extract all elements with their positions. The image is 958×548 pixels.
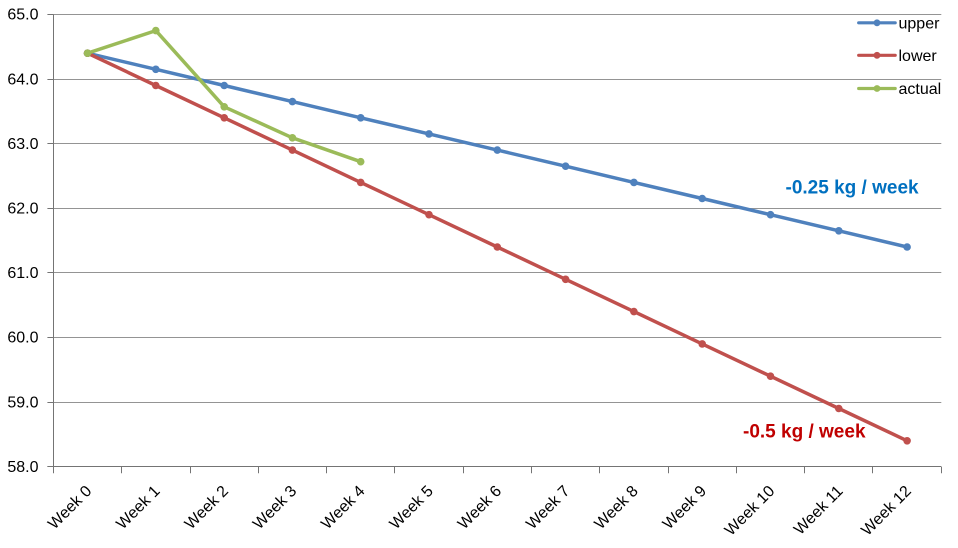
svg-text:60.0: 60.0 — [7, 330, 38, 347]
svg-text:59.0: 59.0 — [7, 394, 38, 411]
svg-text:64.0: 64.0 — [7, 71, 38, 88]
svg-text:actual: actual — [899, 81, 942, 98]
svg-text:58.0: 58.0 — [7, 459, 38, 476]
svg-text:65.0: 65.0 — [7, 7, 38, 24]
svg-text:-0.25 kg / week: -0.25 kg / week — [786, 178, 920, 199]
svg-text:62.0: 62.0 — [7, 201, 38, 218]
svg-text:63.0: 63.0 — [7, 136, 38, 153]
svg-text:upper: upper — [899, 15, 941, 32]
svg-text:-0.5 kg / week: -0.5 kg / week — [743, 422, 866, 443]
svg-text:lower: lower — [899, 48, 938, 65]
svg-text:61.0: 61.0 — [7, 265, 38, 282]
